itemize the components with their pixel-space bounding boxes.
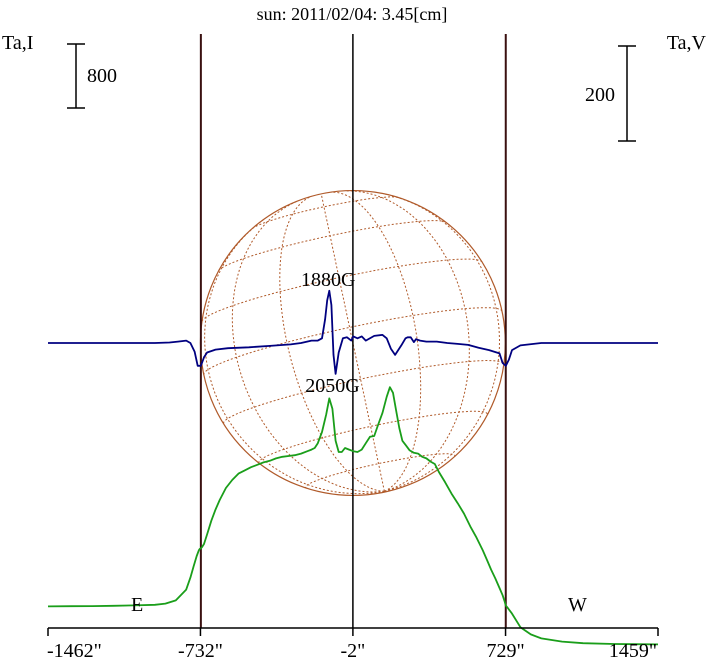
right-scale-bar: 200 (585, 45, 636, 142)
x-tick-label: 729" (486, 640, 524, 662)
longitude-line (320, 193, 385, 492)
x-tick-label: -732" (178, 640, 223, 662)
latitude-line (223, 359, 505, 424)
left-scale-value: 800 (87, 65, 117, 87)
x-axis-ticks: -1462" -732" -2" 729" 1459" (47, 628, 659, 662)
intensity-curve (47, 386, 659, 646)
latitude-line (305, 453, 456, 489)
left-axis-label: Ta,I (2, 32, 33, 54)
longitude-line (382, 192, 501, 492)
left-scale-bar: 800 (67, 43, 117, 109)
annotations: 1880G 2050G (301, 269, 360, 397)
longitude-line (279, 195, 385, 492)
longitude-line (231, 200, 385, 493)
longitude-line (345, 190, 470, 492)
polarization-curve (48, 289, 658, 375)
field-annotation-1880g: 1880G (301, 269, 355, 291)
x-tick-label: -1462" (47, 640, 102, 662)
right-scale-value: 200 (585, 84, 615, 106)
x-tick-label: -2" (340, 640, 365, 662)
latitude-line (258, 410, 488, 464)
field-annotation-2050g: 2050G (305, 375, 359, 397)
chart-title: sun: 2011/02/04: 3.45[cm] (257, 4, 448, 24)
east-limb-label: E (131, 594, 143, 616)
reference-lines (199, 34, 507, 628)
right-axis-label: Ta,V (667, 32, 707, 54)
longitude-line (204, 217, 385, 495)
west-limb-label: W (568, 594, 587, 616)
latitude-line (201, 258, 483, 322)
longitude-line (331, 191, 422, 492)
series-layer (47, 289, 659, 646)
x-tick-label: 1459" (609, 640, 657, 662)
